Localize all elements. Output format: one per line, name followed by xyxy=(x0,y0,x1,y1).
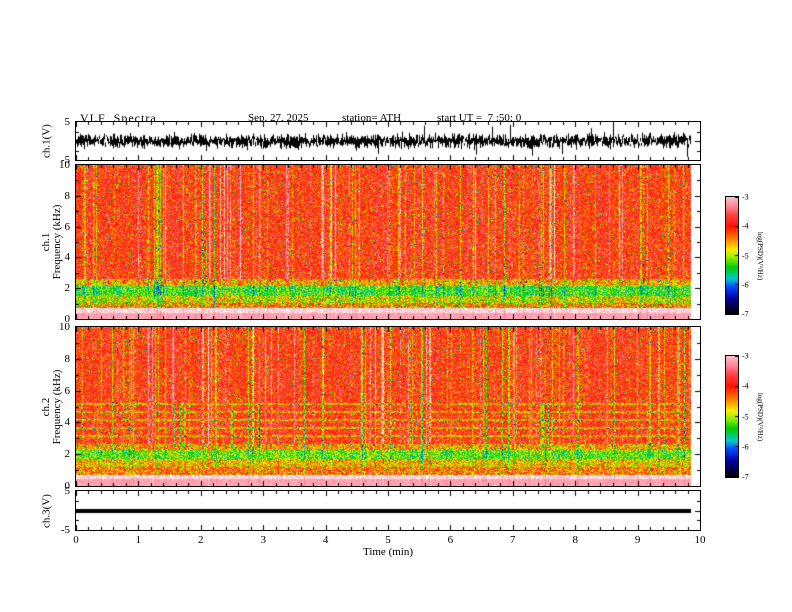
colorbar-gradient-canvas xyxy=(726,356,738,477)
x-tick-label: 7 xyxy=(510,534,516,546)
colorbar-tick-label: -7 xyxy=(742,472,749,482)
colorbar-tick-label: -4 xyxy=(742,221,749,231)
x-tick-label: 9 xyxy=(634,534,641,546)
x-tick-label: 5 xyxy=(385,534,391,546)
y-tick-label: 0 xyxy=(64,313,71,325)
x-tick-label: 3 xyxy=(260,534,266,546)
x-tick-label: 8 xyxy=(572,534,578,546)
x-tick-label: 1 xyxy=(135,534,142,546)
y-tick-label: -5 xyxy=(60,524,70,536)
x-tick-label: 4 xyxy=(322,534,329,546)
y-tick-label: 6 xyxy=(64,384,71,397)
x-axis-label: Time (min) xyxy=(362,546,414,558)
y-tick-label: 5 xyxy=(64,485,71,497)
colorbar-tick-label: -6 xyxy=(742,442,749,452)
ch1-voltage-panel xyxy=(75,121,701,161)
colorbar-tick-label: -5 xyxy=(742,251,749,260)
y-axis-label-ch1_voltage: ch.1(V) xyxy=(40,124,53,158)
y-tick-label: -5 xyxy=(60,154,70,166)
y-tick-label: 2 xyxy=(64,282,71,295)
y-axis-label-ch3_voltage: ch.3(V) xyxy=(40,493,53,528)
colorbar-tick-label: -7 xyxy=(742,309,749,319)
colorbar-tick-label: -4 xyxy=(742,381,749,391)
colorbar-tick-label: -6 xyxy=(742,280,749,290)
y-tick-label: 0 xyxy=(64,480,71,492)
colorbar-ch1 xyxy=(725,196,739,315)
colorbar-tick-label: -3 xyxy=(742,351,749,361)
ch1-voltage-waveform-canvas xyxy=(76,122,700,160)
ch1-spectrogram-canvas xyxy=(76,165,700,319)
x-tick-label: 6 xyxy=(447,534,454,546)
x-tick-label: 2 xyxy=(198,534,204,546)
colorbar-ch2 xyxy=(725,355,739,478)
ch2-spectrogram-panel xyxy=(75,326,701,487)
y-tick-label: 5 xyxy=(64,116,71,128)
y-tick-label: 8 xyxy=(64,189,71,202)
colorbar-axis-label: log(PSD)(V²/Hz) xyxy=(756,231,764,280)
ch3-voltage-waveform-canvas xyxy=(76,491,700,530)
y-tick-label: 10 xyxy=(59,321,70,333)
colorbar-gradient-canvas xyxy=(726,197,738,314)
y-tick-label: 4 xyxy=(64,416,71,429)
colorbar-axis-label: log(PSD)(V²/Hz) xyxy=(756,392,764,441)
ch2-spectrogram-canvas xyxy=(76,327,700,486)
y-tick-label: 10 xyxy=(59,159,70,171)
y-axis-label-ch1_spectrogram: ch.1 Frequency (kHz) xyxy=(40,204,63,280)
y-tick-label: 4 xyxy=(64,251,71,264)
y-axis-label-ch2_spectrogram: ch.2 Frequency (kHz) xyxy=(40,369,63,444)
x-tick-label: 0 xyxy=(73,534,79,546)
colorbar-tick-label: -5 xyxy=(742,412,749,421)
y-tick-label: 2 xyxy=(64,448,71,461)
colorbar-tick-label: -3 xyxy=(742,192,749,202)
ch3-voltage-panel xyxy=(75,490,701,531)
y-tick-label: 8 xyxy=(64,352,71,365)
y-tick-label: 6 xyxy=(64,220,71,233)
ch1-spectrogram-panel xyxy=(75,164,701,320)
x-tick-label: 10 xyxy=(694,534,706,546)
